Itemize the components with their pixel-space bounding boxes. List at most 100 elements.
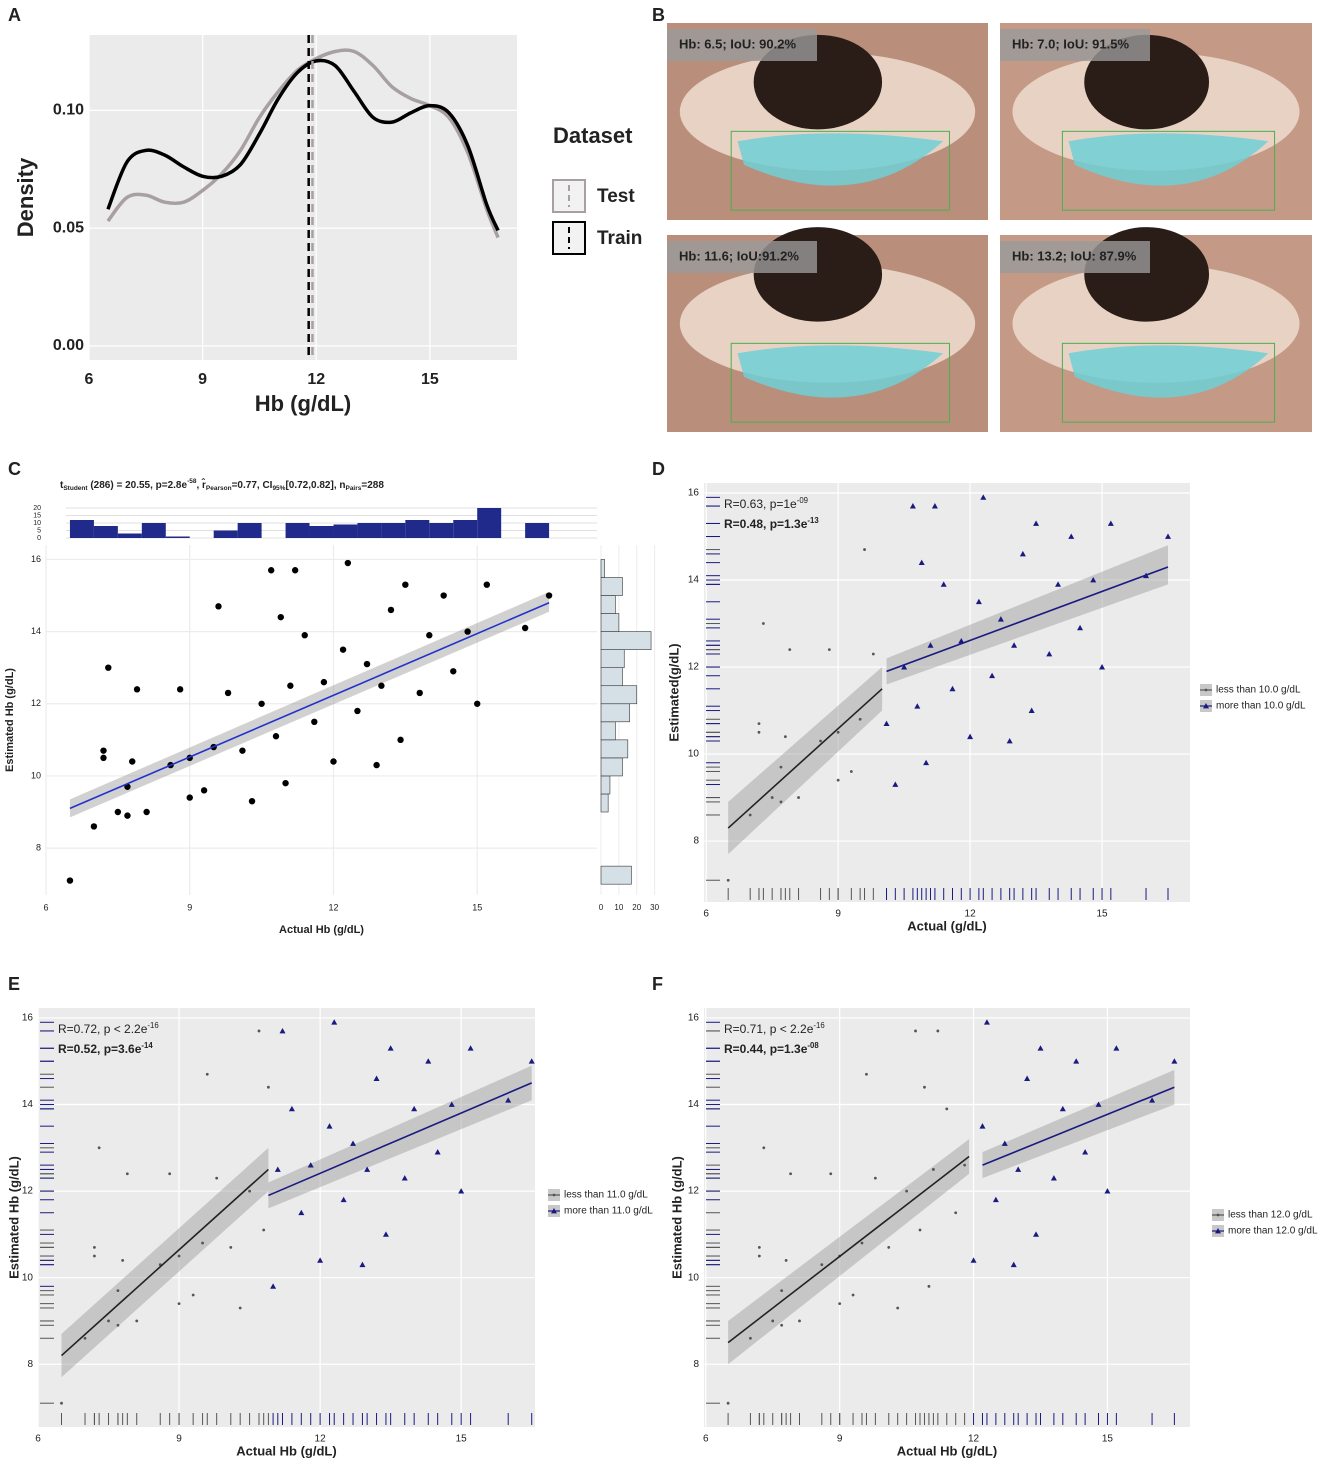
point bbox=[918, 559, 925, 566]
point bbox=[330, 758, 337, 765]
point bbox=[258, 700, 265, 707]
conjunctiva bbox=[737, 345, 944, 398]
point bbox=[1028, 707, 1035, 713]
histogram-bar bbox=[525, 523, 550, 538]
image-label: Hb: 11.6; IoU:91.2% bbox=[679, 248, 799, 263]
histogram-bar bbox=[600, 649, 625, 668]
point bbox=[770, 796, 774, 799]
point bbox=[1149, 1097, 1156, 1103]
point bbox=[901, 664, 908, 670]
point bbox=[107, 1319, 110, 1323]
fit-line bbox=[268, 1082, 533, 1197]
point bbox=[90, 823, 98, 830]
point bbox=[434, 1149, 441, 1155]
histogram-bar bbox=[600, 703, 630, 723]
point bbox=[116, 1323, 120, 1327]
point bbox=[364, 1166, 371, 1172]
histogram-bar bbox=[453, 520, 478, 538]
point bbox=[291, 567, 299, 574]
legend-label: more than 11.0 g/dL bbox=[564, 1206, 653, 1217]
eye-photo: Hb: 6.5; IoU: 90.2% bbox=[667, 23, 988, 220]
bbox bbox=[1061, 342, 1276, 423]
point bbox=[340, 1196, 347, 1203]
point bbox=[827, 648, 831, 652]
legend-label: more than 10.0 g/dL bbox=[1216, 701, 1306, 712]
fit-line bbox=[982, 1086, 1175, 1166]
y-tick-label: 5 bbox=[37, 527, 41, 534]
plot-background bbox=[704, 1008, 1190, 1427]
point bbox=[1046, 650, 1053, 657]
plot-background bbox=[704, 483, 1190, 902]
point bbox=[135, 1319, 139, 1323]
text-part: -13 bbox=[807, 516, 819, 525]
point bbox=[100, 747, 107, 754]
point bbox=[954, 1211, 958, 1215]
y-tick-label: 10 bbox=[688, 749, 700, 760]
point bbox=[60, 1401, 63, 1405]
text-part: =0.77, CI bbox=[232, 480, 273, 491]
point bbox=[940, 581, 947, 587]
point bbox=[1107, 520, 1114, 526]
point bbox=[757, 1254, 761, 1258]
histogram-bar bbox=[600, 739, 629, 759]
confidence-band bbox=[268, 1065, 532, 1209]
text-part: R=0.63, p=1e bbox=[724, 497, 797, 511]
text-part: t bbox=[60, 480, 64, 491]
point bbox=[474, 700, 481, 707]
plot-background bbox=[38, 1008, 535, 1427]
point bbox=[287, 682, 294, 689]
point bbox=[129, 758, 136, 765]
point bbox=[1037, 1045, 1044, 1051]
histogram-bar bbox=[165, 536, 190, 538]
point bbox=[989, 672, 996, 679]
point bbox=[1090, 577, 1097, 583]
point bbox=[858, 717, 862, 721]
y-tick-label: 8 bbox=[693, 836, 699, 847]
point bbox=[177, 1302, 181, 1306]
y-tick-label: 16 bbox=[688, 488, 700, 499]
histogram-bar bbox=[600, 685, 638, 705]
point bbox=[1006, 738, 1013, 744]
point bbox=[851, 1293, 855, 1297]
conjunctiva bbox=[737, 133, 944, 186]
point bbox=[66, 877, 74, 884]
y-tick-label: 14 bbox=[688, 575, 700, 586]
point bbox=[93, 1254, 96, 1258]
point bbox=[863, 548, 866, 551]
point bbox=[279, 1027, 286, 1034]
histogram-bar bbox=[141, 523, 166, 538]
eye-photo: Hb: 11.6; IoU:91.2% bbox=[667, 227, 988, 432]
histogram-bar bbox=[381, 523, 406, 538]
y-tick-label: 12 bbox=[22, 1186, 34, 1197]
point bbox=[771, 1319, 775, 1323]
point bbox=[116, 1289, 120, 1293]
annotation: R=0.48, p=1.3e-13 bbox=[724, 516, 819, 532]
point bbox=[1171, 1058, 1178, 1064]
annotation: R=0.63, p=1e-09 bbox=[724, 496, 808, 512]
point bbox=[923, 1085, 926, 1089]
panel-letter: C bbox=[8, 459, 21, 479]
point bbox=[820, 1263, 824, 1267]
y-tick-label: 15 bbox=[33, 512, 41, 519]
histogram-bar bbox=[429, 523, 454, 538]
point bbox=[239, 747, 246, 754]
point bbox=[125, 1172, 129, 1176]
histogram-bar bbox=[600, 721, 616, 741]
point bbox=[780, 1289, 784, 1293]
point bbox=[797, 796, 800, 799]
x-tick-label: 12 bbox=[965, 909, 977, 920]
point bbox=[829, 1172, 833, 1176]
point bbox=[272, 733, 280, 740]
point bbox=[838, 1302, 842, 1306]
point bbox=[114, 808, 122, 816]
point bbox=[963, 1163, 967, 1167]
point bbox=[1010, 1261, 1017, 1268]
histogram-bar bbox=[600, 793, 609, 813]
point bbox=[83, 1336, 87, 1340]
legend-marker bbox=[1203, 703, 1209, 709]
legend-label: less than 10.0 g/dL bbox=[1216, 685, 1301, 696]
bbox bbox=[730, 342, 950, 423]
point bbox=[326, 1123, 333, 1129]
point bbox=[215, 1176, 219, 1180]
x-axis-label: Actual Hb (g/dL) bbox=[236, 1443, 336, 1458]
